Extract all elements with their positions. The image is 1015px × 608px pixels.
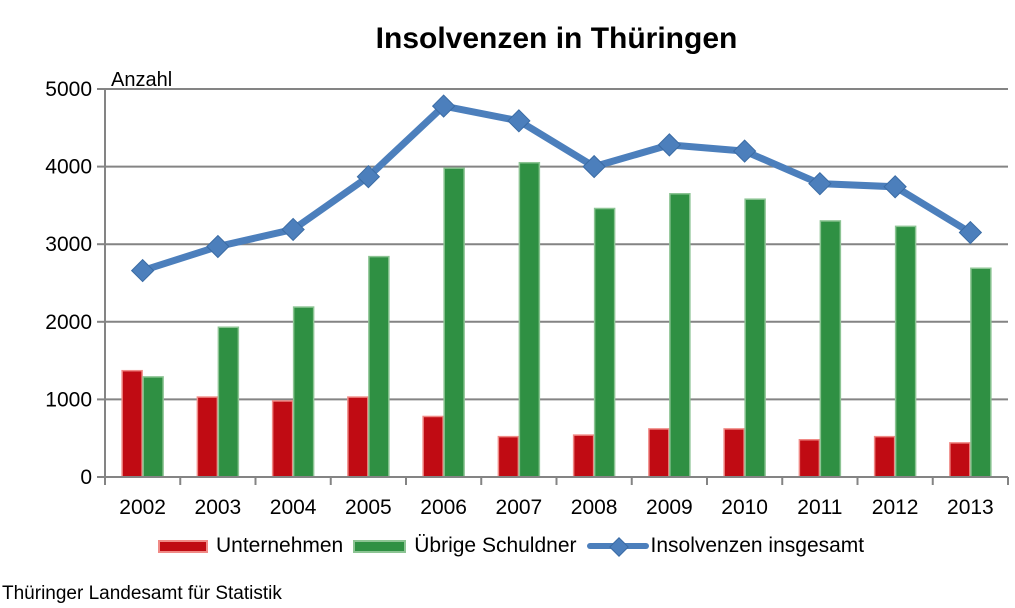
svg-text:2010: 2010 bbox=[721, 496, 768, 519]
legend-label-uebrige-schuldner: Übrige Schuldner bbox=[414, 534, 577, 557]
svg-text:2011: 2011 bbox=[797, 496, 842, 519]
svg-text:2002: 2002 bbox=[119, 496, 166, 519]
svg-text:2004: 2004 bbox=[270, 496, 317, 519]
svg-text:2000: 2000 bbox=[45, 311, 92, 334]
legend-label-insolvenzen-insgesamt: Insolvenzen insgesamt bbox=[650, 534, 865, 557]
chart-title: Insolvenzen in Thüringen bbox=[375, 22, 738, 55]
y-axis-unit-label: Anzahl bbox=[111, 69, 173, 91]
legend-swatch-unternehmen-icon bbox=[158, 539, 208, 553]
legend-label-unternehmen: Unternehmen bbox=[216, 534, 344, 557]
svg-text:2005: 2005 bbox=[345, 496, 392, 519]
svg-text:2009: 2009 bbox=[646, 496, 693, 519]
svg-text:5000: 5000 bbox=[45, 78, 92, 101]
svg-text:4000: 4000 bbox=[45, 156, 92, 179]
legend-swatch-uebrige-schuldner-icon bbox=[353, 539, 407, 553]
legend-line-marker-icon bbox=[586, 537, 649, 557]
svg-text:1000: 1000 bbox=[45, 388, 92, 411]
svg-text:2007: 2007 bbox=[496, 496, 543, 519]
svg-text:2006: 2006 bbox=[420, 496, 467, 519]
svg-text:2003: 2003 bbox=[195, 496, 242, 519]
svg-text:3000: 3000 bbox=[45, 233, 92, 256]
svg-text:2012: 2012 bbox=[872, 496, 919, 519]
svg-text:2008: 2008 bbox=[571, 496, 618, 519]
svg-text:2013: 2013 bbox=[947, 496, 994, 519]
diamond-marker-icon bbox=[608, 537, 629, 557]
svg-text:0: 0 bbox=[80, 466, 92, 489]
chart-legend: Unternehmen Übrige Schuldner Insolvenzen… bbox=[158, 534, 874, 558]
source-note: Thüringer Landesamt für Statistik bbox=[2, 583, 282, 604]
